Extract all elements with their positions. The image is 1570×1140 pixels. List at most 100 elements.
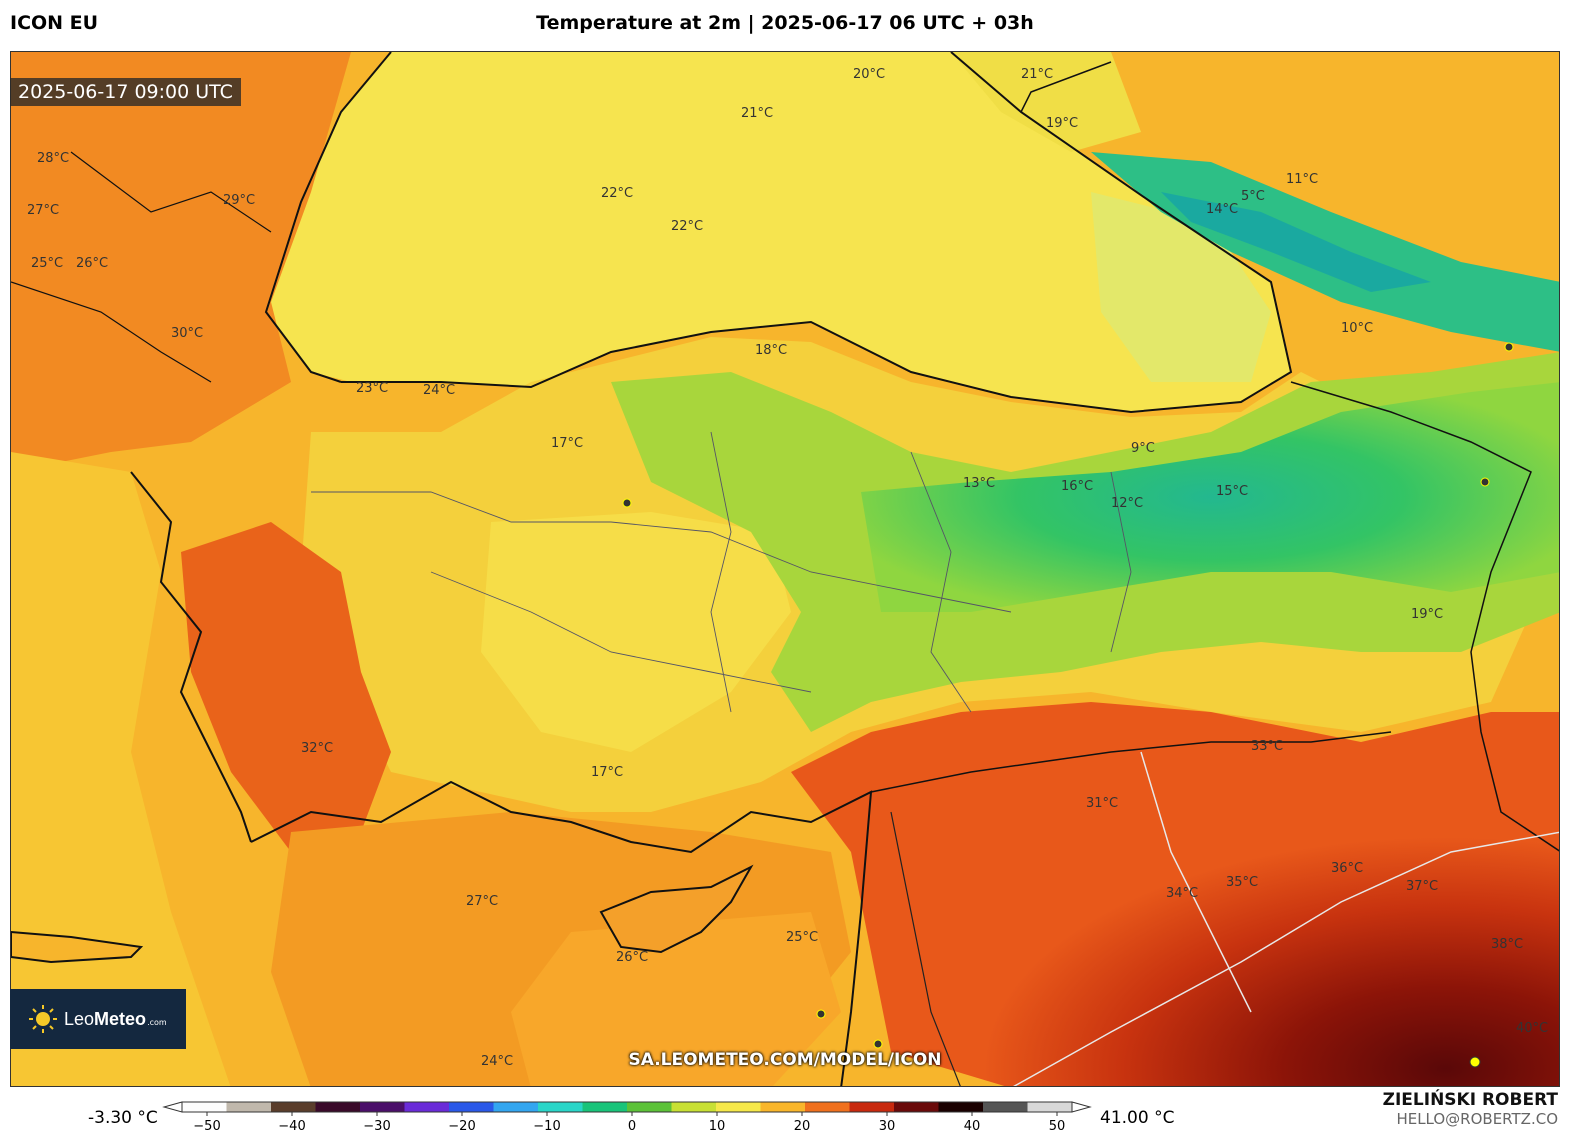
isotherm-label: 38°C bbox=[1491, 937, 1523, 952]
isotherm-label: 21°C bbox=[1021, 67, 1053, 82]
isotherm-label: 11°C bbox=[1286, 172, 1318, 187]
aegean-coast bbox=[130, 471, 252, 843]
caucasus-core bbox=[1161, 192, 1431, 292]
cyprus-island bbox=[599, 864, 754, 954]
isotherm-label: 28°C bbox=[37, 151, 69, 166]
isotherm-label: 12°C bbox=[1111, 496, 1143, 511]
logo-text: LeoMeteo bbox=[64, 1008, 147, 1029]
scale-color-band bbox=[627, 1102, 672, 1112]
southern-coast bbox=[250, 780, 873, 1086]
isotherm-label: 15°C bbox=[1216, 484, 1248, 499]
author-email: HELLO@ROBERTZ.CO bbox=[1396, 1110, 1558, 1128]
scale-color-band bbox=[938, 1102, 984, 1112]
model-name: ICON EU bbox=[10, 12, 99, 34]
border-line bbox=[870, 731, 1392, 793]
border-line bbox=[910, 451, 972, 713]
isotherm-labels: 20°C 21°C 22°C 23°C 24°C 21°C 19°C 22°C … bbox=[27, 67, 1548, 1069]
scale-color-band bbox=[315, 1102, 361, 1112]
scale-color-band bbox=[449, 1102, 494, 1112]
isotherm-label: 24°C bbox=[423, 383, 455, 398]
valid-time-stamp: 2025-06-17 09:00 UTC bbox=[10, 78, 241, 106]
isotherm-label: 26°C bbox=[76, 256, 108, 271]
crete-island bbox=[11, 930, 144, 964]
city-marker bbox=[816, 1009, 826, 1019]
border-line bbox=[11, 281, 212, 383]
isotherm-label: 17°C bbox=[591, 765, 623, 780]
scale-tick-label: 20 bbox=[794, 1119, 811, 1134]
scale-color-band bbox=[404, 1102, 450, 1112]
border-line bbox=[890, 811, 961, 1086]
scale-color-band bbox=[582, 1102, 628, 1112]
isotherm-label: 27°C bbox=[466, 894, 498, 909]
isotherm-label: 33°C bbox=[1251, 739, 1283, 754]
aegean-coast-hot bbox=[181, 522, 391, 852]
border-line bbox=[70, 151, 272, 233]
scale-tick-label: 50 bbox=[1049, 1119, 1066, 1134]
levant-sea bbox=[511, 912, 841, 1086]
scale-color-band bbox=[716, 1102, 761, 1112]
scale-tick-label: −30 bbox=[363, 1119, 390, 1134]
isotherm-label: 23°C bbox=[356, 381, 388, 396]
city-marker bbox=[1469, 1056, 1481, 1068]
scale-tick-label: −10 bbox=[533, 1119, 560, 1134]
isotherm-label: 32°C bbox=[301, 741, 333, 756]
scale-tick-label: 0 bbox=[628, 1119, 636, 1134]
scale-color-band bbox=[1027, 1102, 1073, 1112]
isotherm-label: 25°C bbox=[31, 256, 63, 271]
temperature-map[interactable]: 20°C 21°C 22°C 23°C 24°C 21°C 19°C 22°C … bbox=[10, 51, 1560, 1087]
isotherm-label: 10°C bbox=[1341, 321, 1373, 336]
isotherm-label: 37°C bbox=[1406, 879, 1438, 894]
city-marker bbox=[873, 1039, 883, 1049]
border-line bbox=[1290, 381, 1559, 852]
scale-color-band bbox=[360, 1102, 405, 1112]
cold-core bbox=[861, 382, 1559, 612]
isotherm-label: 30°C bbox=[171, 326, 203, 341]
scale-color-band bbox=[182, 1102, 227, 1112]
scale-tick-label: −50 bbox=[193, 1119, 220, 1134]
scale-frame bbox=[181, 1101, 1073, 1113]
scale-tick-label: 30 bbox=[879, 1119, 896, 1134]
isotherm-label: 9°C bbox=[1131, 441, 1155, 456]
isotherm-label: 17°C bbox=[551, 436, 583, 451]
border-line bbox=[1020, 61, 1112, 113]
map-title: Temperature at 2m | 2025-06-17 06 UTC + … bbox=[536, 12, 1034, 34]
isotherm-label: 24°C bbox=[481, 1054, 513, 1069]
isotherm-label: 29°C bbox=[223, 193, 255, 208]
isotherm-label: 19°C bbox=[1411, 607, 1443, 622]
balkan-region bbox=[11, 52, 351, 472]
scale-tick-label: −20 bbox=[448, 1119, 475, 1134]
black-sea-region bbox=[266, 52, 1291, 412]
color-scale: −50 −40 −30 −20 −10 0 10 20 30 40 50 bbox=[162, 1100, 1097, 1140]
scale-color-band bbox=[760, 1102, 806, 1112]
scale-color-band bbox=[493, 1102, 539, 1112]
azov-region bbox=[951, 52, 1141, 152]
isotherm-label: 36°C bbox=[1331, 861, 1363, 876]
scale-arrow-left bbox=[162, 1101, 183, 1113]
isotherm-label: 20°C bbox=[853, 67, 885, 82]
black-sea-east-pale bbox=[1091, 192, 1271, 382]
scale-arrow-right bbox=[1071, 1101, 1092, 1113]
scale-color-band bbox=[671, 1102, 717, 1112]
leometeo-logo: LeoMeteo .com bbox=[10, 989, 186, 1049]
legend-max-value: 41.00 °C bbox=[1100, 1108, 1175, 1128]
southern-hot-zone bbox=[791, 702, 1559, 1086]
isotherm-label: 25°C bbox=[786, 930, 818, 945]
scale-tick-label: 40 bbox=[964, 1119, 981, 1134]
west-black-sea-coast bbox=[264, 52, 392, 383]
black-sea-coast bbox=[341, 52, 1293, 414]
central-plateau bbox=[481, 512, 791, 752]
isotherm-label: 16°C bbox=[1061, 479, 1093, 494]
isotherm-label: 31°C bbox=[1086, 796, 1118, 811]
isotherm-label: 22°C bbox=[601, 186, 633, 201]
west-aegean-yellow bbox=[11, 452, 231, 1086]
scale-color-band bbox=[226, 1102, 272, 1112]
isotherm-label: 40°C bbox=[1516, 1021, 1548, 1036]
sun-icon bbox=[28, 1004, 58, 1034]
border-line bbox=[1013, 831, 1559, 1086]
border-line bbox=[1140, 751, 1252, 1013]
scale-color-band bbox=[271, 1102, 316, 1112]
source-url: SA.LEOMETEO.COM/MODEL/ICON bbox=[628, 1050, 942, 1070]
isotherm-label: 5°C bbox=[1241, 189, 1265, 204]
border-line bbox=[311, 491, 1012, 613]
isotherm-label: 19°C bbox=[1046, 116, 1078, 131]
